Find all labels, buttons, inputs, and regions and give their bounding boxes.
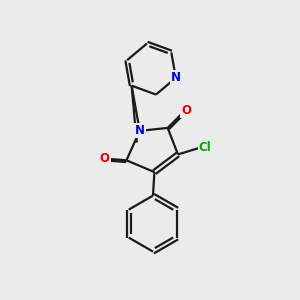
Text: N: N <box>135 124 145 137</box>
Text: N: N <box>171 71 181 84</box>
Text: O: O <box>181 104 191 117</box>
Text: Cl: Cl <box>199 141 212 154</box>
Text: O: O <box>100 152 110 165</box>
